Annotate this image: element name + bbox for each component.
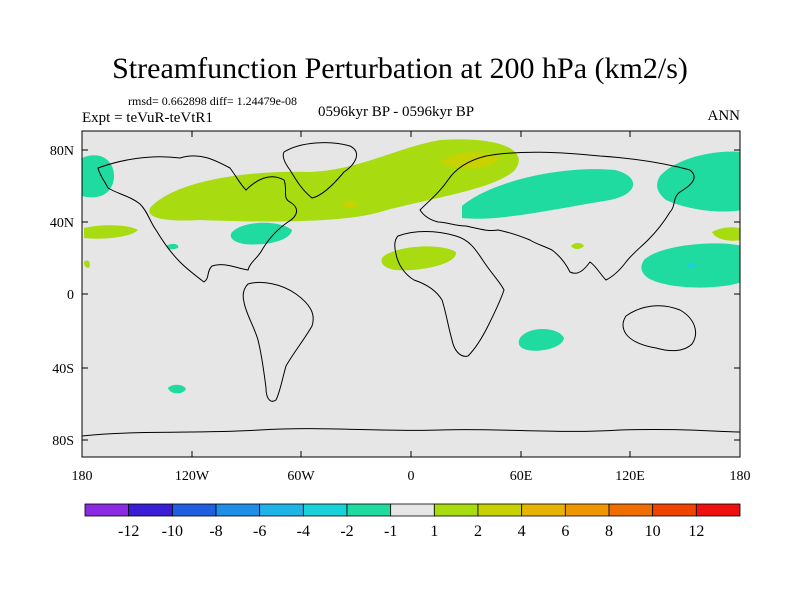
lon-label-180w: 180 — [72, 469, 93, 484]
period-label: 0596kyr BP - 0596kyr BP — [318, 104, 475, 120]
colorbar-label-10: 6 — [561, 523, 569, 540]
lat-label-40s: 40S — [52, 362, 74, 377]
colorbar-swatch-8 — [433, 503, 479, 517]
coastline-africa — [394, 231, 505, 357]
coastline-eurasia — [419, 151, 695, 281]
longitude-labels: 180 120W 60W 0 60E 120E 180 — [72, 469, 751, 484]
lat-label-80s: 80S — [52, 434, 74, 449]
colorbar-swatch-6 — [346, 503, 392, 517]
colorbar-swatch-1 — [128, 503, 173, 517]
lon-label-180e: 180 — [730, 469, 751, 484]
contour-positive-date-line — [712, 227, 740, 241]
colorbar-swatch-4 — [259, 503, 304, 517]
colorbar-swatch-7 — [390, 503, 435, 517]
contour-negative-siberia — [462, 169, 634, 219]
coastline-antarctica — [82, 428, 740, 437]
colorbar-swatch-12 — [608, 503, 654, 517]
coastline-greenland — [282, 142, 358, 199]
colorbar-swatch-11 — [564, 503, 610, 517]
colorbar-label-6: -1 — [384, 523, 397, 540]
colorbar-label-1: -10 — [162, 523, 183, 540]
contour-negative-central-pacific — [166, 243, 179, 250]
colorbar: -12 -10 -8 -6 -4 -2 -1 1 2 4 6 8 10 12 — [84, 503, 741, 540]
lat-label-80n: 80N — [50, 144, 74, 159]
lon-label-60w: 60W — [287, 469, 315, 484]
contour-positive-atlantic-spot — [342, 201, 358, 208]
lon-label-60e: 60E — [510, 469, 533, 484]
coastlines — [82, 142, 740, 437]
contour-positive-east-pacific — [84, 225, 138, 239]
colorbar-swatch-14 — [695, 503, 741, 517]
colorbar-label-4: -4 — [297, 523, 310, 540]
colorbar-swatch-10 — [521, 503, 566, 517]
season-label: ANN — [707, 108, 741, 124]
contour-negative-south-atlantic — [518, 329, 564, 351]
statistics-label: rmsd= 0.662898 diff= 1.24479e-08 — [128, 94, 297, 108]
coastline-south-america — [242, 281, 314, 402]
contour-fills — [82, 139, 740, 394]
axis-ticks — [82, 131, 740, 457]
lat-label-0: 0 — [67, 288, 74, 303]
coastline-australia — [622, 305, 696, 352]
contour-positive-arabia — [571, 243, 584, 249]
colorbar-swatch-9 — [477, 503, 523, 517]
colorbar-label-2: -8 — [209, 523, 222, 540]
lat-label-40n: 40N — [50, 216, 74, 231]
colorbar-label-9: 4 — [518, 523, 526, 540]
lon-label-0: 0 — [408, 469, 415, 484]
contour-positive-pacific-dot — [84, 260, 90, 268]
colorbar-label-7: 1 — [430, 523, 438, 540]
lon-label-120e: 120E — [615, 469, 645, 484]
colorbar-swatch-13 — [652, 503, 697, 517]
colorbar-swatch-0 — [84, 503, 130, 517]
lon-label-120w: 120W — [175, 469, 210, 484]
colorbar-label-12: 10 — [645, 523, 661, 540]
colorbar-label-5: -2 — [340, 523, 353, 540]
colorbar-swatch-2 — [171, 503, 217, 517]
coastline-north-america — [97, 155, 297, 283]
colorbar-swatch-3 — [215, 503, 261, 517]
experiment-label: Expt = teVuR-teVtR1 — [82, 110, 213, 126]
contour-positive-north-atlantic — [149, 139, 519, 222]
colorbar-label-0: -12 — [118, 523, 139, 540]
colorbar-swatch-5 — [302, 503, 348, 517]
colorbar-label-11: 8 — [605, 523, 613, 540]
contour-negative-east-us — [230, 222, 292, 245]
colorbar-label-3: -6 — [253, 523, 266, 540]
latitude-labels: 80N 40N 0 40S 80S — [50, 144, 74, 449]
map-panel — [81, 130, 741, 458]
contour-positive-north-africa — [381, 246, 457, 271]
colorbar-label-13: 12 — [688, 523, 704, 540]
map-title: Streamfunction Perturbation at 200 hPa (… — [112, 52, 688, 85]
contour-negative-west-pacific-core — [686, 262, 696, 268]
colorbar-label-8: 2 — [474, 523, 482, 540]
contour-negative-south-pacific — [168, 384, 186, 394]
